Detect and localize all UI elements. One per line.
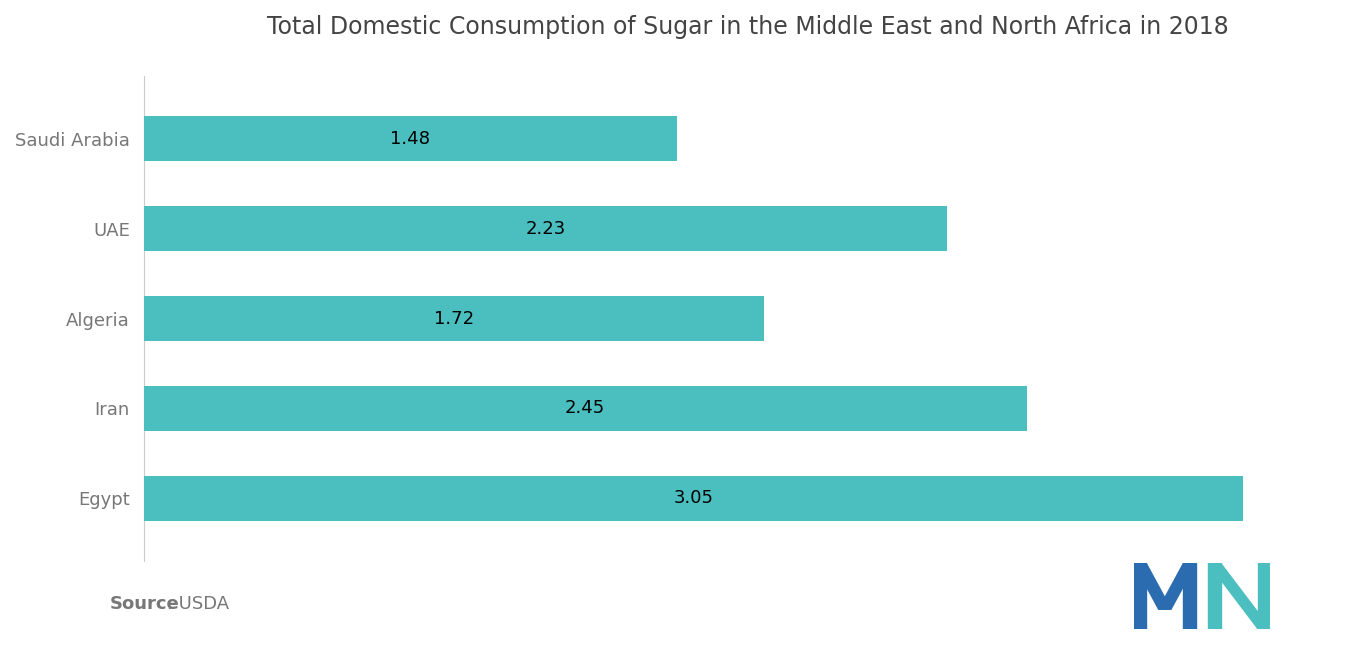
Polygon shape bbox=[1183, 563, 1195, 629]
Polygon shape bbox=[1134, 563, 1146, 629]
Text: 2.45: 2.45 bbox=[566, 400, 605, 417]
Text: 2.23: 2.23 bbox=[526, 219, 566, 238]
Bar bbox=[143, 296, 764, 341]
Text: 1.72: 1.72 bbox=[433, 310, 474, 328]
Bar bbox=[143, 206, 948, 251]
Text: 3.05: 3.05 bbox=[673, 489, 713, 508]
Polygon shape bbox=[1158, 563, 1195, 609]
Text: : USDA: : USDA bbox=[161, 595, 229, 613]
Polygon shape bbox=[1258, 563, 1270, 629]
Bar bbox=[143, 116, 678, 161]
Polygon shape bbox=[1209, 563, 1270, 629]
Title: Total Domestic Consumption of Sugar in the Middle East and North Africa in 2018: Total Domestic Consumption of Sugar in t… bbox=[266, 15, 1228, 39]
Text: Source: Source bbox=[109, 595, 179, 613]
Bar bbox=[143, 476, 1243, 521]
Bar bbox=[143, 386, 1027, 431]
Text: 1.48: 1.48 bbox=[391, 130, 430, 147]
Polygon shape bbox=[1134, 563, 1171, 609]
Polygon shape bbox=[1209, 563, 1221, 629]
